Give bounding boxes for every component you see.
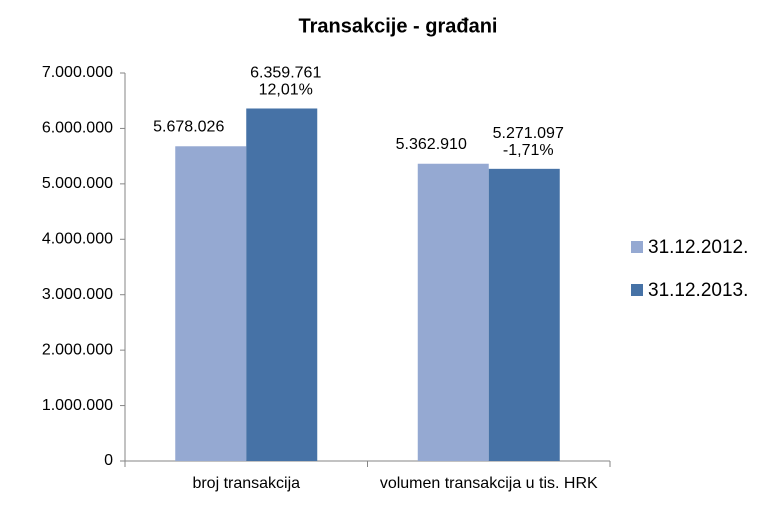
y-tick-label: 5.000.000 [42, 175, 113, 192]
legend-swatch [631, 284, 643, 296]
change-label: 12,01% [259, 82, 313, 99]
data-label: 5.362.910 [396, 136, 467, 153]
y-tick-label: 4.000.000 [42, 231, 113, 248]
data-label: 5.271.097 [493, 125, 564, 142]
x-tick-label: volumen transakcija u tis. HRK [379, 475, 598, 492]
change-label: -1,71% [503, 142, 554, 159]
y-tick-label: 1.000.000 [42, 397, 113, 414]
x-tick-label: broj transakcija [192, 475, 301, 492]
bar [246, 108, 318, 461]
bar [175, 146, 247, 461]
y-tick-label: 0 [104, 452, 113, 469]
chart-title: Transakcije - građani [299, 15, 498, 37]
x-tick-label-box: broj transakcija [192, 475, 301, 492]
data-label: 6.359.761 [250, 65, 321, 82]
y-tick-label: 6.000.000 [42, 120, 113, 137]
bar [417, 163, 489, 461]
bar [488, 168, 560, 461]
y-tick-label: 7.000.000 [42, 64, 113, 81]
legend-label: 31.12.2012. [648, 237, 748, 258]
y-tick-label: 3.000.000 [42, 286, 113, 303]
data-label: 5.678.026 [153, 118, 224, 135]
legend-label: 31.12.2013. [648, 280, 748, 301]
legend-swatch [631, 241, 643, 253]
x-tick-label-box: volumen transakcija u tis. HRK [379, 475, 598, 492]
y-tick-label: 2.000.000 [42, 341, 113, 358]
